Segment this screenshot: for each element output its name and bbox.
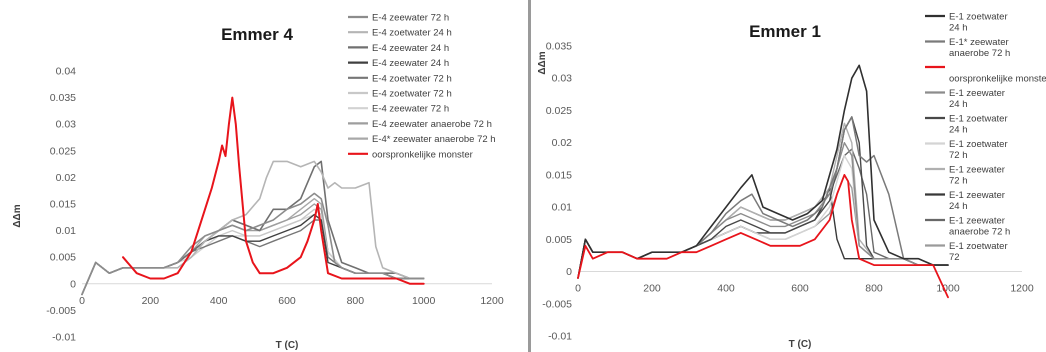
x-tick-label: 400	[717, 283, 735, 295]
y-tick-label: 0.03	[56, 119, 77, 131]
chart-title: Emmer 4	[221, 25, 293, 44]
x-tick-label: 600	[278, 295, 296, 307]
y-tick-label: -0.01	[548, 331, 572, 343]
x-tick-label: 0	[79, 295, 85, 307]
x-tick-label: 200	[643, 283, 661, 295]
chart-panel-emmer-1: Emmer 1 0.035 0.03 0.025 0.02 0.015 0.01 0.005 0…	[531, 0, 1046, 352]
legend-entry: E-4 zoetwater 24 h	[372, 28, 452, 39]
y-tick-label: 0.04	[56, 66, 77, 78]
y-tick-label: 0.025	[50, 145, 76, 157]
y-tick-label: 0.01	[552, 202, 573, 214]
y-axis-label: ΔΔm	[12, 204, 23, 227]
y-tick-label: 0	[566, 266, 572, 278]
legend-entry: E-4* zeewater anaerobe 72 h	[372, 134, 496, 145]
x-tick-label: 800	[865, 283, 883, 295]
y-tick-label: 0.015	[50, 199, 76, 211]
y-tick-label: -0.005	[542, 298, 572, 310]
chart-emmer-4: Emmer 4 0.04 0.035 0.03 0.025 0.02 0.015 0.01 0.…	[12, 13, 504, 352]
y-axis-label: ΔΔm	[537, 51, 548, 74]
legend-entry: oorspronkelijke monster	[372, 149, 473, 160]
y-tick-label: 0.035	[546, 41, 572, 53]
legend-entry: E-1* zeewater anaerobe 72 h	[949, 37, 1010, 59]
legend-entry: E-4 zoetwater 72 h	[372, 89, 452, 100]
series-line	[577, 122, 949, 279]
series-line	[122, 96, 425, 285]
series-line	[81, 192, 425, 296]
y-tick-label: 0.02	[56, 172, 77, 184]
x-tick-label: 1200	[1010, 283, 1034, 295]
legend-entry: E-1 zeewater 24 h	[949, 190, 1005, 212]
x-axis-label: T (C)	[276, 340, 299, 351]
legend-entry: E-1 zeewater 24 h	[949, 88, 1005, 110]
y-tick-label: 0	[70, 278, 76, 290]
y-tick-label: 0.025	[546, 105, 572, 117]
y-tick-label: -0.005	[46, 305, 76, 317]
series-line	[577, 64, 949, 279]
y-tick-label: 0.02	[552, 137, 573, 149]
y-tick-label: 0.01	[56, 225, 77, 237]
x-tick-label: 1000	[936, 283, 960, 295]
legend-entry: E-4 zeewater anaerobe 72 h	[372, 119, 492, 130]
legend-entry: E-4 zeewater 24 h	[372, 43, 449, 54]
x-tick-label: 0	[575, 283, 581, 295]
legend-entry: E-1 zoetwater 72 h	[949, 139, 1008, 161]
chart-title: Emmer 1	[749, 22, 821, 41]
series-line	[81, 213, 425, 296]
x-tick-label: 1200	[480, 295, 504, 307]
legend-entry: E-1 zoetwater 24 h	[949, 12, 1008, 34]
x-tick-label: 800	[347, 295, 365, 307]
legend-entry: E-1 zoetwater 72	[949, 241, 1008, 263]
x-tick-label: 400	[210, 295, 228, 307]
series-line	[577, 173, 949, 299]
series-line	[577, 174, 949, 279]
legend-entry: E-1 zeewater anaerobe 72 h	[949, 216, 1010, 238]
y-tick-label: 0.005	[50, 252, 76, 264]
series-line	[81, 213, 425, 296]
x-tick-label: 600	[791, 283, 809, 295]
x-axis-label: T (C)	[789, 339, 812, 350]
y-tick-label: -0.01	[52, 332, 76, 344]
legend-entry: E-4 zeewater 72 h	[372, 13, 449, 24]
panel-divider	[528, 0, 531, 352]
chart-emmer-1: Emmer 1 0.035 0.03 0.025 0.02 0.015 0.01 0.005 0…	[537, 12, 1046, 351]
legend-entry: oorspronkelijke monster	[949, 74, 1046, 85]
legend-entry: E-4 zeewater 72 h	[372, 104, 449, 115]
legend-entry: E-1 zeewater 72 h	[949, 165, 1005, 187]
x-tick-label: 200	[142, 295, 160, 307]
legend-entry: E-4 zoetwater 72 h	[372, 73, 452, 84]
y-tick-label: 0.015	[546, 169, 572, 181]
y-tick-label: 0.035	[50, 92, 76, 104]
y-tick-label: 0.005	[546, 234, 572, 246]
legend-entry: E-1 zoetwater 24 h	[949, 114, 1008, 136]
x-tick-label: 1000	[412, 295, 436, 307]
legend-entry: E-4 zeewater 24 h	[372, 58, 449, 69]
y-tick-label: 0.03	[552, 73, 573, 85]
chart-panel-emmer-4: Emmer 4 0.04 0.035 0.03 0.025 0.02 0.015 0.01 0.…	[12, 12, 504, 352]
